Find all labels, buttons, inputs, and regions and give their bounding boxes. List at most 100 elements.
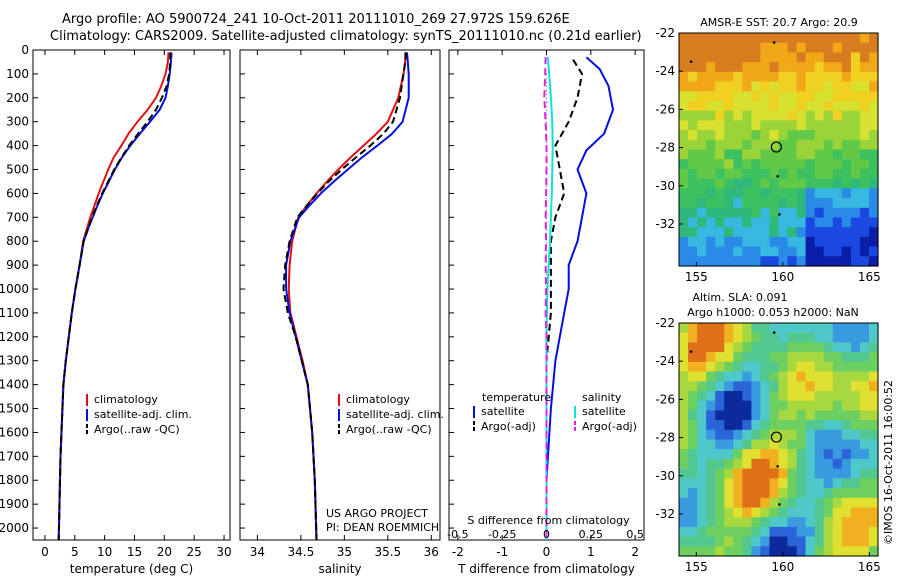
sla-cell [751,420,761,431]
sst-cell [796,139,807,151]
sla-cell [778,420,789,431]
sla-cell [823,420,834,431]
sla-cell [769,400,780,411]
sla-cell [733,497,743,509]
sst-cell [769,178,780,189]
sst-cell [697,130,707,141]
sla-cell [760,439,770,450]
series-line [545,57,554,540]
sst-cell [769,33,780,44]
sla-cell [859,381,870,392]
sla-cell [832,420,843,431]
sla-cell [832,546,843,557]
sla-cell [832,439,843,450]
sla-cell [823,458,834,470]
series-line [285,52,410,541]
sla-cell [769,507,780,518]
sla-cell [796,371,807,382]
sst-cell [850,159,861,170]
sst-cell [724,139,734,151]
sla-cell [796,361,807,373]
sst-cell [778,236,789,248]
sla-cell [679,526,689,538]
sla-cell [697,429,707,441]
sst-cell [787,91,798,102]
x-tick-label: -2 [452,545,464,559]
sst-cell [823,91,834,102]
sla-cell [841,429,852,441]
sst-cell [869,246,879,257]
sst-cell [706,120,716,131]
sst-cell [859,101,870,112]
sst-cell [832,91,843,102]
sla-cell [796,517,807,528]
sst-cell [688,91,698,102]
sst-cell [869,139,879,151]
sla-cell [697,400,707,411]
sst-cell [778,227,789,238]
sst-cell [742,33,752,44]
x-axis-label: temperature (deg C) [70,562,193,576]
sst-cell [814,149,825,160]
y-tick-label: 1800 [0,473,29,487]
sla-cell [742,507,752,518]
sst-cell [859,91,870,102]
sst-cell [823,33,834,44]
sla-cell [778,536,789,547]
sst-cell [832,159,843,170]
sst-cell [715,42,725,53]
sla-cell [823,536,834,547]
sst-cell [832,71,843,83]
sla-cell [859,488,870,499]
sla-cell [869,420,879,431]
sla-cell [805,449,816,460]
sst-cell [742,168,752,180]
sst-cell [751,71,761,83]
sla-cell [778,526,789,538]
sla-cell [841,342,852,353]
sla-cell [733,352,743,363]
sla-cell [688,488,698,499]
credit-line-2: PI: DEAN ROEMMICH [326,521,439,534]
y-tick-label: 200 [6,91,29,105]
sla-cell [751,478,761,489]
x-tick-label: 36 [424,545,439,559]
sla-cell [778,478,789,489]
sst-cell [859,246,870,257]
sst-cell [724,178,734,189]
sst-cell [724,246,734,257]
sla-cell [688,323,698,334]
series-line [57,52,172,541]
sla-cell [841,497,852,509]
sst-cell [751,207,761,219]
sst-cell [841,207,852,219]
sst-cell [869,62,879,73]
y-tick-label: 2000 [0,521,29,535]
sst-cell [733,207,743,219]
sla-cell [796,536,807,547]
sla-cell [742,391,752,402]
sst-cell [869,168,879,180]
sla-cell [751,507,761,518]
sst-cell [751,101,761,112]
sla-cell [724,449,734,460]
sst-cell [859,256,870,267]
sla-cell [841,371,852,382]
sst-cell [769,217,780,228]
sla-cell [814,507,825,518]
sla-cell [796,507,807,518]
sla-cell [832,323,843,334]
series-line [543,57,548,540]
sla-cell [697,478,707,489]
sla-cell [733,400,743,411]
sst-cell [751,91,761,102]
sla-cell [724,400,734,411]
sst-cell [841,81,852,92]
sst-cell [778,149,789,160]
sst-cell [706,236,716,248]
sla-cell [751,352,761,363]
sst-cell [706,42,716,53]
sst-cell [760,217,770,228]
sst-cell [742,207,752,219]
sla-cell [796,526,807,538]
